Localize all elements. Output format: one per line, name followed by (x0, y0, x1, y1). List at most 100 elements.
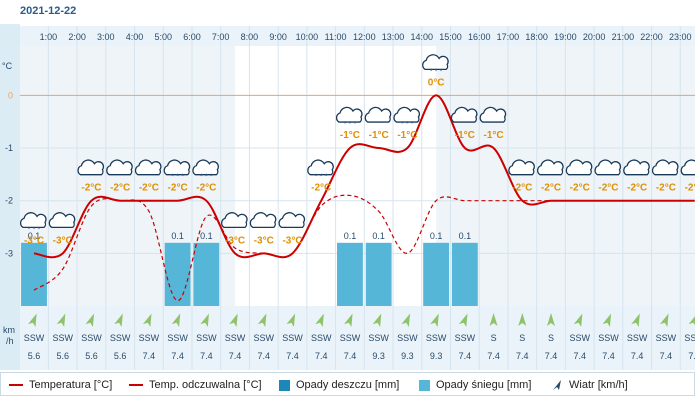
wind-arrow-shape (171, 313, 181, 328)
cloud-icon (479, 106, 507, 123)
temperature-value-label: -2°C (110, 183, 130, 194)
snowflake-icon: * (325, 174, 328, 181)
cloud-icon (565, 159, 593, 176)
cloud-icon (106, 159, 133, 176)
wind-arrow-icon (401, 313, 411, 328)
snowflake-icon: * (406, 121, 409, 128)
wind-speed-label: 7.4 (143, 351, 156, 361)
hour-label: 13:00 (382, 32, 405, 42)
legend-snow-label: Opady śniegu [mm] (436, 379, 532, 391)
wind-speed-label: 7.4 (660, 351, 673, 361)
temperature-value-label: -2°C (81, 183, 101, 194)
cloud-icon (450, 106, 478, 123)
wind-arrow-icon (430, 313, 439, 328)
wind-speed-label: 7.4 (573, 351, 586, 361)
snow-bar (193, 242, 220, 306)
temperature-value-label: 0°C (428, 77, 445, 88)
cloud-shape (393, 106, 421, 123)
temperature-value-label: -3°C (53, 235, 73, 246)
wind-speed-label: 7.4 (258, 351, 271, 361)
hour-label: 20:00 (583, 32, 606, 42)
wind-direction-label: SSW (656, 333, 677, 343)
wind-direction-label: SSW (311, 333, 332, 343)
wind-arrow-icon (344, 313, 353, 328)
snow-cloud-icon: * * * (422, 54, 449, 75)
snow-cloud-icon: * * * (19, 212, 47, 233)
wind-arrow-icon (458, 313, 468, 328)
hour-label: 23:00 (669, 32, 692, 42)
wind-arrow-icon (602, 313, 612, 328)
wind-speed-label: 7.4 (631, 351, 644, 361)
legend-temperature: Temperatura [°C] (9, 377, 112, 393)
wind-arrow-icon (85, 313, 95, 328)
wind-speed-label: 9.3 (401, 351, 414, 361)
snow-value-label: 0.1 (200, 231, 213, 241)
wind-arrow-icon (518, 313, 527, 326)
legend-feels-like-swatch (129, 384, 143, 386)
wind-arrow-icon (688, 313, 695, 328)
wind-arrow-shape (114, 313, 123, 328)
snow-value-label: 0.1 (372, 231, 385, 241)
cloud-icon (221, 212, 248, 228)
hour-label: 2:00 (68, 32, 86, 42)
snowflake-icon: * (181, 174, 184, 181)
cloud-icon (623, 159, 650, 176)
hour-label: 15:00 (439, 32, 462, 42)
wind-direction-label: SSW (569, 333, 590, 343)
temperature-value-label: -1°C (369, 130, 389, 141)
wind-direction-label: SSW (282, 333, 303, 343)
hour-label: 18:00 (525, 32, 548, 42)
wind-speed-label: 7.4 (545, 351, 558, 361)
wind-arrow-shape (28, 313, 37, 328)
wind-arrow-shape (229, 313, 238, 328)
y-tick-label: -2 (5, 196, 13, 206)
wind-speed-label: 7.4 (516, 351, 529, 361)
cloud-shape (192, 159, 219, 176)
legend-temperature-label: Temperatura [°C] (29, 379, 113, 391)
legend-feels-like-label: Temp. odczuwalna [°C] (149, 379, 262, 391)
snow-cloud-icon: * * * (335, 106, 363, 128)
wind-arrow-shape (286, 313, 296, 328)
wind-direction-label: SSW (397, 333, 418, 343)
cloud-shape (594, 159, 622, 176)
temperature-line (33, 94, 695, 259)
wind-arrow-shape (547, 313, 556, 326)
wind-arrow-icon (315, 313, 324, 328)
wind-unit-label: km (3, 325, 15, 335)
snow-bar (337, 242, 363, 306)
wind-speed-label: 9.3 (430, 351, 443, 361)
wind-arrow-icon (142, 313, 152, 328)
cloud-shape (565, 159, 593, 176)
date-header: 2021-12-22 (0, 0, 695, 24)
legend-rain-label: Opady deszczu [mm] (296, 379, 400, 391)
cloud-shape (623, 159, 650, 176)
legend-rain: Opady deszczu [mm] (279, 377, 399, 393)
wind-direction-label: SSW (598, 333, 619, 343)
wind-speed-label: 7.4 (602, 351, 615, 361)
y-axis-label: °C (2, 61, 13, 71)
wind-arrow-shape (458, 313, 468, 328)
snowflake-icon: * (176, 174, 179, 181)
legend-wind: Wiatr [km/h] (551, 377, 628, 393)
wind-direction-label: SSW (340, 333, 361, 343)
snowflake-icon: * (205, 174, 208, 181)
snow-value-label: 0.1 (344, 231, 357, 241)
weather-chart: 1:00 2:00 3:00 4:00 5:00 6:00 7:00 8:00 9:00 10:0… (0, 24, 695, 370)
wind-arrow-shape (372, 313, 382, 328)
temperature-value-label: -2°C (570, 183, 590, 194)
wind-speed-label: 7.4 (344, 351, 357, 361)
y-tick-label: -3 (5, 248, 13, 258)
cloud-icon (77, 159, 105, 176)
wind-arrow-shape (401, 313, 411, 328)
feels-like-line (33, 194, 695, 302)
legend-wind-arrow-icon (553, 380, 561, 390)
temperature-value-label: -2°C (598, 183, 618, 194)
wind-direction-label: SSW (110, 333, 131, 343)
cloud-icon (278, 212, 306, 228)
wind-arrow-shape (489, 313, 498, 326)
wind-arrow-icon (56, 313, 66, 328)
snowflake-icon: * (349, 121, 352, 128)
cloud-shape (364, 106, 392, 123)
hour-label: 3:00 (97, 32, 115, 42)
